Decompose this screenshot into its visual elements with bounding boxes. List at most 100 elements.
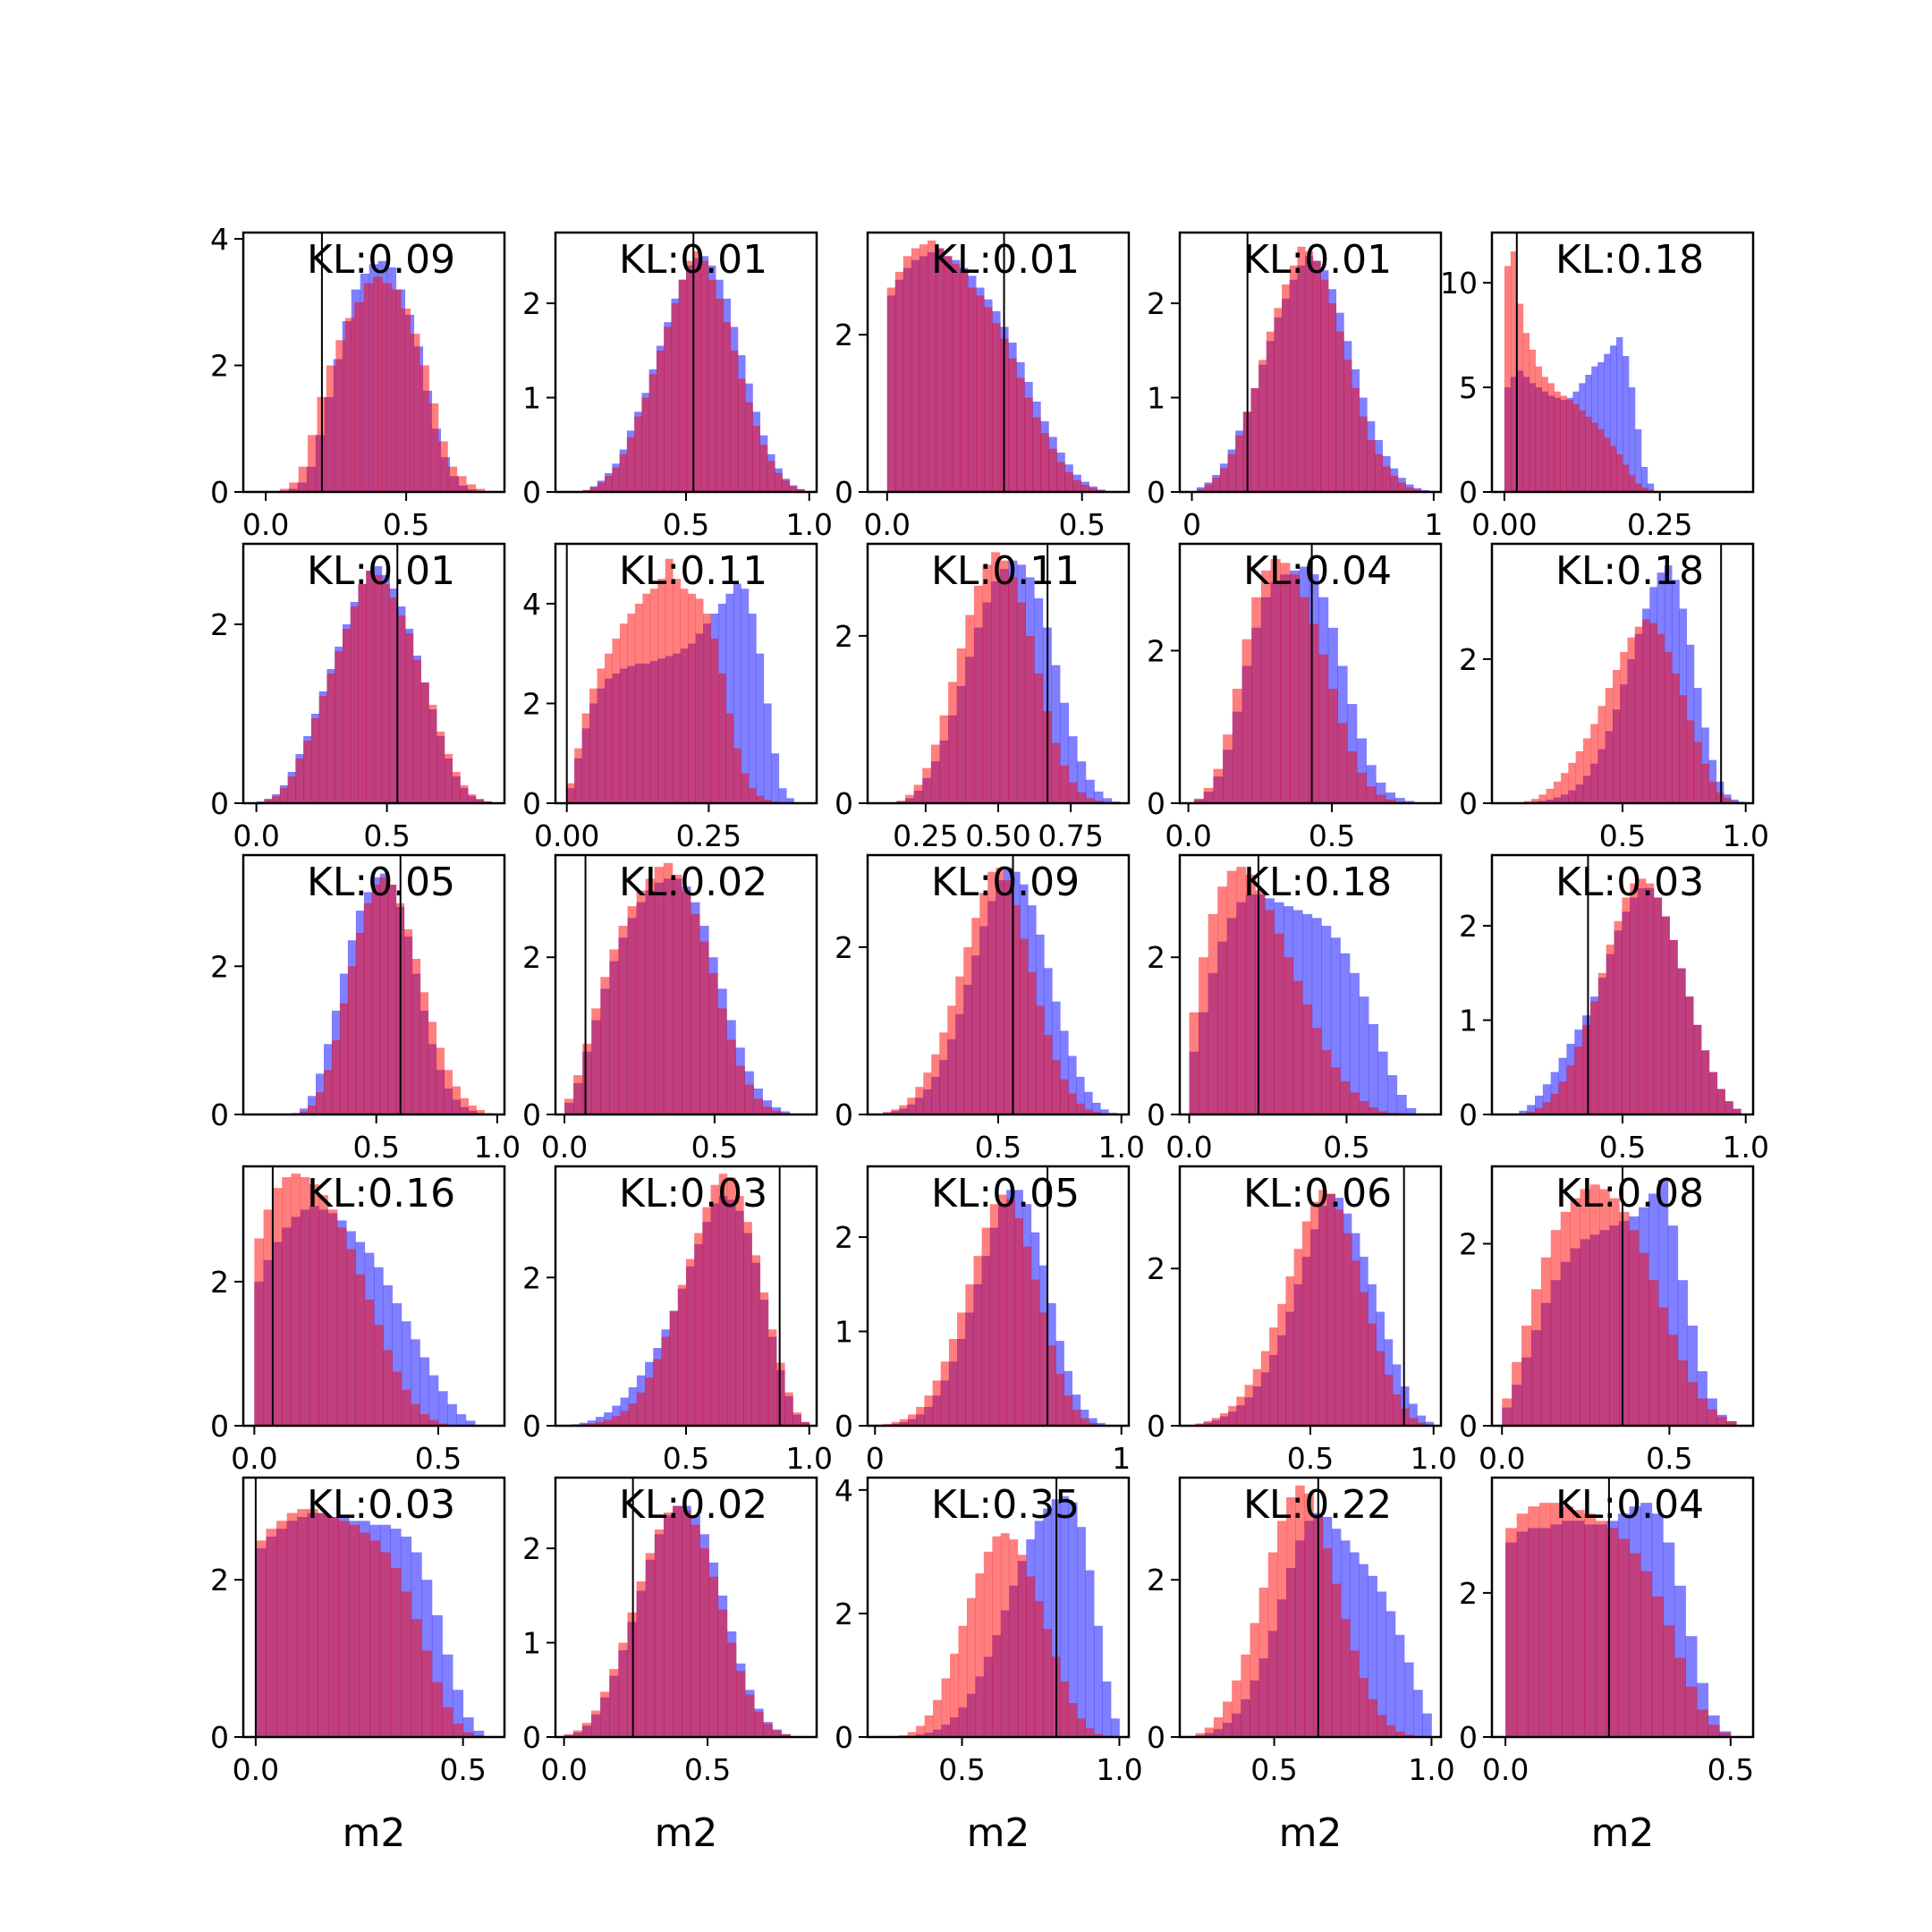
bar-reference — [1068, 782, 1078, 803]
bar-reference — [1617, 1538, 1630, 1737]
bar-reference — [405, 633, 414, 803]
bar-simulated — [1687, 1326, 1699, 1426]
bar-reference — [1516, 303, 1524, 492]
bar-reference — [1538, 794, 1546, 803]
x-tick-label: 0.5 — [1599, 1130, 1646, 1165]
panel-r1-c0: 0.0 0.5 0 2 KL:0.01 — [210, 542, 506, 853]
bar-reference — [924, 1715, 934, 1737]
bar-reference — [410, 334, 420, 492]
bar-reference — [952, 264, 961, 492]
bar-reference — [763, 800, 772, 803]
bar-reference — [1277, 1303, 1286, 1426]
bar-reference — [648, 374, 657, 492]
bar-reference — [346, 1249, 356, 1426]
bar-reference — [1413, 488, 1422, 492]
panel-frame — [554, 542, 818, 805]
bar-reference — [907, 1414, 917, 1426]
bar-reference — [1322, 1548, 1333, 1737]
kl-annotation: KL:0.03 — [1555, 860, 1704, 905]
bar-reference — [397, 615, 406, 803]
kl-annotation: KL:0.09 — [307, 237, 455, 283]
bar-reference — [1677, 1360, 1689, 1426]
bar-reference — [1392, 1394, 1402, 1426]
panel-frame — [1178, 231, 1443, 494]
bar-reference — [308, 435, 318, 492]
bar-reference — [1343, 360, 1352, 492]
bar-reference — [335, 340, 346, 492]
bar-reference — [436, 732, 445, 803]
bar-reference — [1020, 938, 1029, 1114]
bar-reference — [428, 705, 437, 803]
bar-reference — [618, 926, 628, 1114]
bar-simulated — [1640, 466, 1648, 492]
bar-reference — [907, 1097, 916, 1114]
bar-reference — [1512, 1361, 1522, 1426]
bar-reference — [266, 1529, 277, 1737]
bar-reference — [328, 1516, 340, 1737]
bar-reference — [1295, 1485, 1305, 1737]
x-tick-label: 0.5 — [663, 507, 709, 542]
bar-reference — [1301, 1221, 1311, 1426]
histogram-bars — [1502, 1180, 1737, 1426]
bar-reference — [316, 1092, 325, 1114]
bar-reference — [572, 1730, 583, 1737]
bar-reference — [1195, 1733, 1206, 1737]
bar-reference — [947, 1005, 956, 1114]
x-tick-label: 0.00 — [534, 818, 599, 853]
bar-reference — [1697, 1398, 1707, 1426]
bar-simulated — [1097, 1422, 1106, 1426]
bar-reference — [374, 1325, 384, 1426]
histogram-bars — [875, 1190, 1114, 1426]
bar-simulated — [741, 589, 750, 803]
bar-simulated — [725, 593, 734, 803]
bar-reference — [381, 584, 390, 803]
bar-reference — [411, 1403, 420, 1426]
bar-reference — [1550, 1093, 1559, 1114]
bar-reference — [939, 715, 949, 803]
bar-reference — [581, 1723, 592, 1737]
panel-frame — [1178, 1476, 1443, 1739]
bar-reference — [1653, 897, 1663, 1114]
bar-reference — [436, 1047, 445, 1114]
bar-reference — [401, 308, 411, 492]
bar-simulated — [1080, 1410, 1089, 1426]
bar-reference — [991, 552, 1001, 803]
bar-reference — [940, 1361, 950, 1426]
x-tick-label: 1.0 — [1722, 1130, 1768, 1165]
bar-simulated — [1060, 702, 1070, 803]
bar-simulated — [1349, 972, 1360, 1114]
bar-reference — [437, 441, 448, 492]
bar-reference — [1708, 1072, 1718, 1114]
bar-reference — [1359, 416, 1368, 492]
bar-simulated — [1527, 1105, 1536, 1114]
bar-reference — [1417, 1422, 1426, 1426]
bar-reference — [716, 298, 724, 492]
bar-reference — [389, 597, 398, 803]
panel-r1-c4: 0.5 1.0 0 2 KL:0.18 — [1459, 542, 1769, 853]
bar-reference — [919, 244, 928, 492]
bar-reference — [401, 1389, 411, 1426]
y-tick-label: 0 — [522, 475, 541, 510]
y-tick-label: 2 — [1147, 1251, 1165, 1286]
bar-reference — [1343, 1233, 1352, 1426]
bar-simulated — [1385, 792, 1396, 803]
bar-reference — [1674, 1657, 1686, 1737]
bar-simulated — [1377, 1051, 1388, 1114]
bar-reference — [1012, 905, 1021, 1114]
bar-reference — [1620, 651, 1628, 803]
bar-reference — [1687, 1382, 1699, 1426]
bar-reference — [686, 260, 694, 492]
bar-reference — [1614, 920, 1623, 1114]
bar-reference — [896, 801, 906, 803]
y-tick-label: 2 — [1459, 909, 1478, 944]
y-tick-label: 1 — [1147, 381, 1165, 416]
bar-reference — [272, 796, 281, 803]
bar-reference — [1211, 1418, 1221, 1426]
bar-reference — [1726, 1420, 1737, 1426]
bar-reference — [745, 1694, 755, 1737]
bar-reference — [1340, 1081, 1351, 1114]
kl-annotation: KL:0.05 — [931, 1171, 1080, 1216]
bar-reference — [595, 1421, 605, 1426]
bar-reference — [1024, 397, 1033, 492]
bar-reference — [401, 1591, 412, 1737]
